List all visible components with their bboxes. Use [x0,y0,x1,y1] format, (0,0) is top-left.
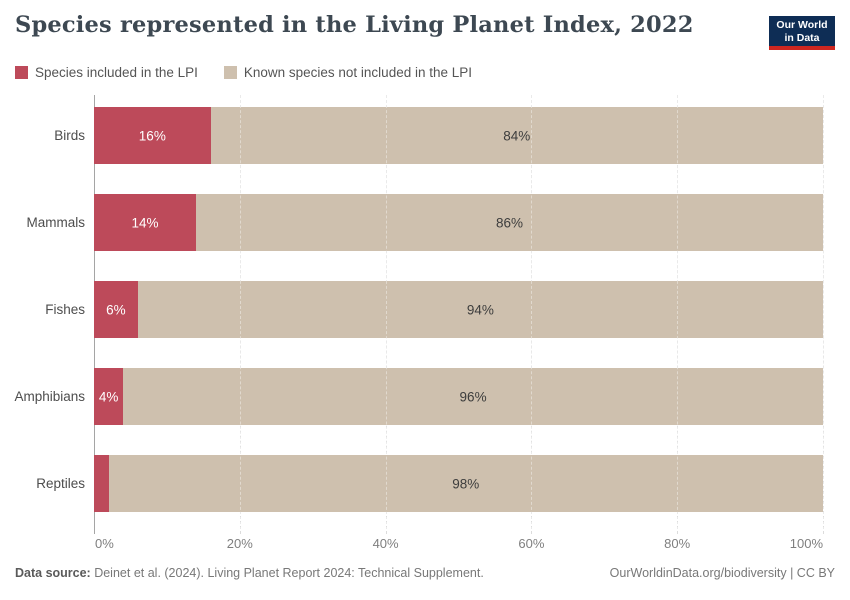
bar-segment-not-included[interactable]: 86% [196,194,823,251]
bar-segment-not-included[interactable]: 96% [123,368,823,425]
gridline-overlay [239,95,241,530]
data-source-text: Deinet et al. (2024). Living Planet Repo… [90,566,484,580]
bar-segment-not-included[interactable]: 94% [137,281,823,338]
legend-swatch-icon [223,66,237,79]
bar-value-label: 6% [106,302,126,317]
gridline [823,95,824,534]
x-tick-label: 60% [518,536,545,551]
bar-value-label: 16% [138,128,166,143]
bar-segment-included[interactable]: 6% [94,281,138,338]
category-label: Amphibians [14,389,85,404]
bar-value-label: 4% [98,389,119,404]
gridline-overlay [531,95,533,530]
data-source-label: Data source: [15,566,91,580]
legend-item-1: Known species not included in the LPI [223,65,473,80]
category-label: Mammals [26,215,85,230]
bar-value-label: 14% [131,215,159,230]
legend-label: Known species not included in the LPI [243,65,473,80]
category-label: Birds [54,128,85,143]
data-source-note: Data source: Deinet et al. (2024). Livin… [15,566,484,580]
category-label: Reptiles [36,476,85,491]
bar-segment-not-included[interactable]: 84% [210,107,823,164]
bar-row: 16% 84% [94,107,823,164]
gridline-overlay [677,95,679,530]
chart-area: Birds Mammals Fishes Amphibians Reptiles 0% 2… [0,95,850,551]
plot-area: 0% 20% 40% 60% 80% 100% 16% 84% 14% 86% 6% 94% 4% 96%… [94,95,824,551]
x-tick-label: 100% [789,536,823,551]
owid-logo-line1: Our World [776,19,828,31]
x-tick-label: 80% [664,536,691,551]
bar-row: 6% 94% [94,281,823,338]
legend: Species included in the LPI Known species… [15,65,472,80]
category-label: Fishes [45,302,85,317]
bar-value-label: 84% [503,128,531,143]
bar-segment-included[interactable]: 4% [94,368,124,425]
x-tick-label: 0% [95,536,114,551]
x-tick-label: 40% [372,536,399,551]
bar-value-label: 98% [452,476,480,491]
legend-label: Species included in the LPI [35,65,198,80]
owid-logo[interactable]: Our World in Data [769,16,835,50]
footer-attribution-link[interactable]: OurWorldinData.org/biodiversity | CC BY [609,566,835,580]
owid-logo-line2: in Data [784,31,820,44]
bar-segment-not-included[interactable]: 98% [108,455,823,512]
footer: Data source: Deinet et al. (2024). Livin… [15,566,835,580]
legend-item-0: Species included in the LPI [15,65,198,80]
bar-value-label: 86% [496,215,524,230]
bar-row: 14% 86% [94,194,823,251]
page-title: Species represented in the Living Planet… [15,12,694,38]
category-axis: Birds Mammals Fishes Amphibians Reptiles [0,95,85,530]
legend-swatch-icon [15,66,28,79]
bar-segment-included[interactable]: 16% [94,107,211,164]
bar-row: 4% 96% [94,368,823,425]
x-tick-label: 20% [226,536,253,551]
bar-value-label: 96% [459,389,487,404]
bar-segment-included[interactable] [94,455,109,512]
bar-row: 98% [94,455,823,512]
gridline-overlay [385,95,387,530]
gridline-overlay [823,95,824,530]
bar-segment-included[interactable]: 14% [94,194,197,251]
bar-value-label: 94% [466,302,494,317]
